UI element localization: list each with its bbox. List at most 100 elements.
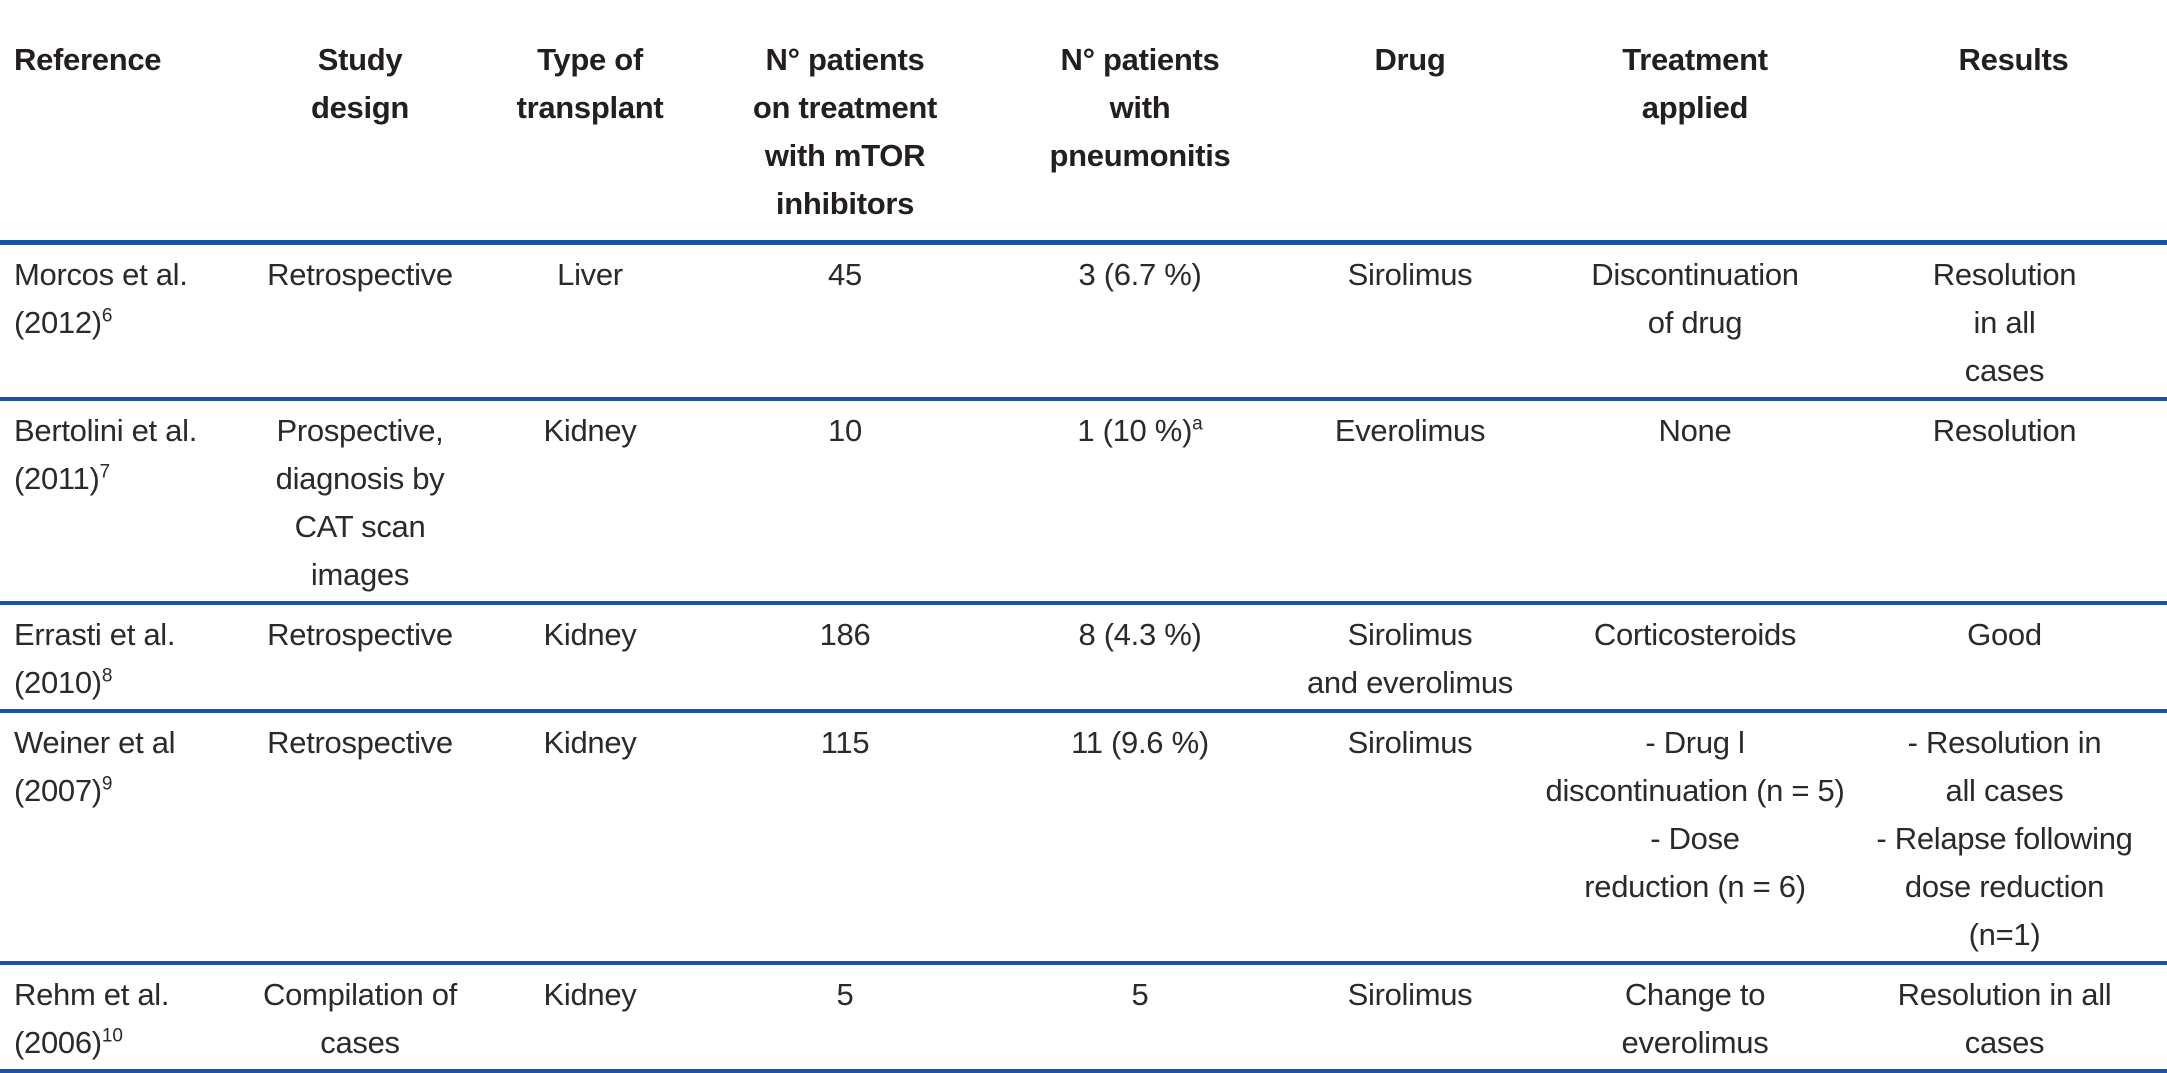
cell-text: - Resolution in all cases - Relapse foll… [1876, 725, 2133, 952]
cell-text: Retrospective [267, 725, 453, 760]
cell-transplant-type: Kidney [480, 963, 700, 1071]
cell-text: Good [1967, 617, 2042, 652]
header-text: Type of transplant [516, 42, 664, 125]
cell-text: 5 [1131, 977, 1149, 1012]
cell-drug: Sirolimus [1290, 963, 1530, 1071]
cell-text: - Drug l discontinuation (n = 5) - Dose … [1545, 725, 1845, 904]
cell-study-design: Prospective, diagnosis by CAT scan image… [240, 399, 480, 603]
cell-treatment-applied: Change to everolimus [1530, 963, 1860, 1071]
cell-text: Kidney [543, 617, 637, 652]
cell-patients-with-pneumonitis: 1 (10 %)a [990, 399, 1290, 603]
cell-treatment-applied: Corticosteroids [1530, 603, 1860, 711]
cell-text: 10 [828, 413, 862, 448]
header-text: Study design [310, 42, 410, 125]
cell-transplant-type: Kidney [480, 711, 700, 963]
cell-transplant-type: Kidney [480, 603, 700, 711]
cell-patients-on-treatment: 186 [700, 603, 990, 711]
cell-text: 3 (6.7 %) [1078, 257, 1202, 292]
col-header-results: Results [1860, 0, 2167, 243]
citation-superscript: 10 [101, 1025, 123, 1047]
cell-reference: Bertolini et al. (2011)7 [0, 399, 240, 603]
cell-text: Compilation of cases [263, 977, 457, 1060]
cell-reference: Morcos et al. (2012)6 [0, 243, 240, 400]
cell-results: Resolution in all cases [1860, 243, 2167, 400]
cell-text: 11 (9.6 %) [1071, 725, 1209, 760]
cell-text: Corticosteroids [1593, 617, 1797, 652]
cell-drug: Everolimus [1290, 399, 1530, 603]
cell-patients-on-treatment: 5 [700, 963, 990, 1071]
cell-patients-with-pneumonitis: 11 (9.6 %) [990, 711, 1290, 963]
cell-patients-on-treatment: 45 [700, 243, 990, 400]
header-text: Reference [14, 42, 162, 77]
cell-patients-with-pneumonitis: 3 (6.7 %) [990, 243, 1290, 400]
cell-text: Kidney [543, 725, 637, 760]
header-text: Drug [1374, 42, 1446, 77]
cell-text: 45 [828, 257, 862, 292]
cell-reference: Errasti et al. (2010)8 [0, 603, 240, 711]
cell-text: Retrospective [267, 257, 453, 292]
citation-superscript: 7 [99, 461, 111, 483]
cell-treatment-applied: Discontinuation of drug [1530, 243, 1860, 400]
table-row-errasti: Errasti et al. (2010)8 Retrospective Kid… [0, 603, 2167, 711]
cell-transplant-type: Liver [480, 243, 700, 400]
cell-text: Change to everolimus [1621, 977, 1769, 1060]
col-header-drug: Drug [1290, 0, 1530, 243]
col-header-transplant-type: Type of transplant [480, 0, 700, 243]
col-header-patients-on-treatment: N° patients on treatment with mTOR inhib… [700, 0, 990, 243]
cell-drug: Sirolimus and everolimus [1290, 603, 1530, 711]
reference-text: Rehm et al. (2006) [14, 977, 170, 1060]
citation-superscript: 8 [101, 665, 113, 687]
cell-text: Resolution in all cases [1932, 257, 2077, 388]
cell-text: 186 [819, 617, 871, 652]
header-text: Results [1958, 42, 2069, 77]
citation-superscript: 6 [101, 305, 113, 327]
cell-study-design: Compilation of cases [240, 963, 480, 1071]
cell-results: - Resolution in all cases - Relapse foll… [1860, 711, 2167, 963]
cell-text: Everolimus [1334, 413, 1486, 448]
cell-text: None [1658, 413, 1732, 448]
cell-patients-on-treatment: 115 [700, 711, 990, 963]
cell-text: Sirolimus [1347, 977, 1473, 1012]
cell-text: Resolution in all cases [1897, 977, 2112, 1060]
reference-text: Morcos et al. (2012) [14, 257, 188, 340]
cell-transplant-type: Kidney [480, 399, 700, 603]
cell-patients-on-treatment: 10 [700, 399, 990, 603]
cell-text: Retrospective [267, 617, 453, 652]
cell-patients-with-pneumonitis: 5 [990, 963, 1290, 1071]
cell-study-design: Retrospective [240, 243, 480, 400]
cell-drug: Sirolimus [1290, 243, 1530, 400]
cell-text: Kidney [543, 413, 637, 448]
table-row-weiner: Weiner et al (2007)9 Retrospective Kidne… [0, 711, 2167, 963]
footnote-superscript: a [1192, 413, 1203, 435]
cell-results: Resolution [1860, 399, 2167, 603]
reference-text: Weiner et al (2007) [14, 725, 176, 808]
cell-study-design: Retrospective [240, 603, 480, 711]
col-header-study-design: Study design [240, 0, 480, 243]
citation-superscript: 9 [101, 773, 113, 795]
cell-text: 1 (10 %) [1077, 413, 1193, 448]
cell-text: Kidney [543, 977, 637, 1012]
cell-text: Sirolimus [1347, 725, 1473, 760]
header-text: N° patients with pneumonitis [1049, 42, 1231, 173]
table-row-rehm: Rehm et al. (2006)10 Compilation of case… [0, 963, 2167, 1071]
table-row-morcos: Morcos et al. (2012)6 Retrospective Live… [0, 243, 2167, 400]
cell-reference: Weiner et al (2007)9 [0, 711, 240, 963]
cell-text: Resolution [1932, 413, 2077, 448]
col-header-patients-with-pneumonitis: N° patients with pneumonitis [990, 0, 1290, 243]
header-row: Reference Study design Type of transplan… [0, 0, 2167, 243]
cell-results: Good [1860, 603, 2167, 711]
header-text: N° patients on treatment with mTOR inhib… [752, 42, 938, 221]
table-row-bertolini: Bertolini et al. (2011)7 Prospective, di… [0, 399, 2167, 603]
col-header-reference: Reference [0, 0, 240, 243]
cell-drug: Sirolimus [1290, 711, 1530, 963]
reference-text: Bertolini et al. (2011) [14, 413, 198, 496]
cell-treatment-applied: None [1530, 399, 1860, 603]
cell-reference: Rehm et al. (2006)10 [0, 963, 240, 1071]
cell-results: Resolution in all cases [1860, 963, 2167, 1071]
cell-text: Liver [557, 257, 623, 292]
cell-patients-with-pneumonitis: 8 (4.3 %) [990, 603, 1290, 711]
cell-text: 5 [836, 977, 854, 1012]
cell-text: Sirolimus and everolimus [1306, 617, 1514, 700]
cell-text: Prospective, diagnosis by CAT scan image… [275, 413, 445, 592]
